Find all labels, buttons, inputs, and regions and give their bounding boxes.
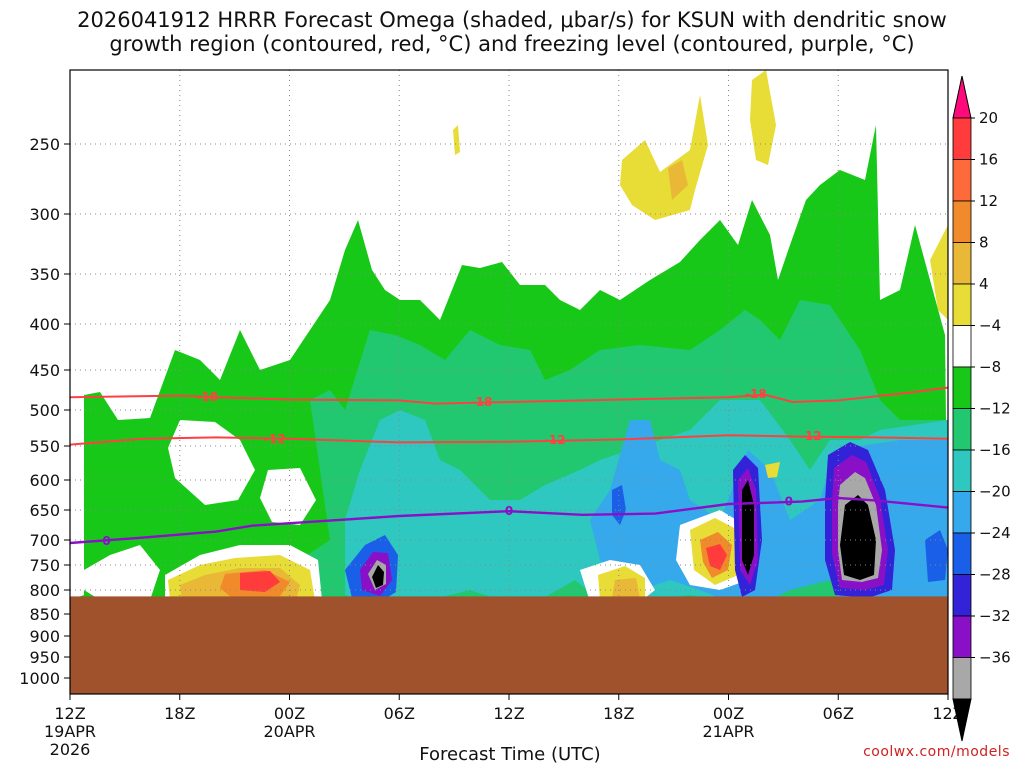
x-tick-date: 19APR <box>44 722 96 741</box>
omega-hole <box>84 545 160 600</box>
omega-fill-plus8 <box>612 578 640 598</box>
contour-label: -12 <box>264 432 286 446</box>
colorbar-swatch <box>952 657 972 700</box>
omega-fill-plus4 <box>750 70 776 165</box>
x-tick-label: 00Z <box>274 704 305 723</box>
contour-lines: -18 -18 -18 -12 -12 -12 0 0 0 <box>69 386 949 548</box>
x-tick-date: 21APR <box>702 722 754 741</box>
colorbar-top-arrow <box>952 75 972 119</box>
y-tick-label: 850 <box>29 605 60 624</box>
terrain-mask <box>70 596 948 694</box>
colorbar-label: −4 <box>979 317 1001 335</box>
y-tick-label: 750 <box>29 556 60 575</box>
omega-fill-plus4 <box>620 95 708 220</box>
omega-fill-plus16 <box>240 571 280 592</box>
x-axis-label: Forecast Time (UTC) <box>419 744 601 765</box>
colorbar-swatch <box>952 574 972 617</box>
omega-fill-plus4 <box>453 125 460 155</box>
colorbar-swatch <box>952 283 972 326</box>
omega-fill-minus36 <box>840 495 876 580</box>
y-tick-label: 300 <box>29 205 60 224</box>
chart-title-line1: 2026041912 HRRR Forecast Omega (shaded, … <box>77 8 947 32</box>
y-axis: 250 300 350 400 450 500 550 600 650 700 750 800 850 9… <box>19 135 70 688</box>
colorbar-swatch <box>952 408 972 451</box>
colorbar-swatch <box>952 159 972 202</box>
y-tick-label: 900 <box>29 627 60 646</box>
y-tick-label: 800 <box>29 581 60 600</box>
omega-fill-plus4 <box>930 225 948 320</box>
colorbar-label: 16 <box>979 151 998 169</box>
contour-zero <box>69 496 949 545</box>
x-tick-label: 18Z <box>603 704 634 723</box>
omega-fill-minus36 <box>372 565 384 588</box>
y-tick-label: 400 <box>29 315 60 334</box>
x-tick-label: 12Z <box>54 704 85 723</box>
colorbar-swatch <box>952 366 972 409</box>
omega-fill-plus4 <box>765 462 780 478</box>
colorbar-swatch <box>952 491 972 534</box>
colorbar-swatch <box>952 242 972 285</box>
contour-label: -18 <box>196 390 218 404</box>
y-tick-label: 700 <box>29 531 60 550</box>
y-tick-label: 650 <box>29 501 60 520</box>
colorbar-swatch <box>952 117 972 160</box>
contour-label: -18 <box>471 395 493 409</box>
colorbar-label: −28 <box>979 566 1011 584</box>
colorbar-label: 4 <box>979 275 989 293</box>
omega-fill-plus16 <box>706 544 727 570</box>
colorbar-label: 20 <box>979 109 998 127</box>
colorbar-swatch <box>952 449 972 492</box>
colorbar-swatch <box>952 532 972 575</box>
x-tick-year: 2026 <box>50 740 91 759</box>
y-tick-label: 250 <box>29 135 60 154</box>
contour-minus12 <box>69 434 949 446</box>
omega-hole <box>168 420 255 505</box>
contour-label: -12 <box>800 429 822 443</box>
colorbar-bottom-arrow <box>952 698 972 742</box>
omega-hole <box>260 468 316 525</box>
colorbar-label: −32 <box>979 607 1011 625</box>
contour-label: -18 <box>745 387 767 401</box>
credit-text: coolwx.com/models <box>863 744 1010 760</box>
x-tick-label: 06Z <box>384 704 415 723</box>
y-tick-label: 950 <box>29 648 60 667</box>
colorbar-label: −16 <box>979 441 1011 459</box>
colorbar-label: −24 <box>979 524 1011 542</box>
colorbar-label: −12 <box>979 400 1011 418</box>
colorbar-swatch <box>952 615 972 658</box>
colorbar: 20 16 12 8 4 −4 −8 −12 −16 −20 −24 −28 −32 −36 <box>952 75 1011 742</box>
omega-fill-minus20 <box>925 530 948 582</box>
colorbar-label: 8 <box>979 234 989 252</box>
x-tick-label: 18Z <box>164 704 195 723</box>
y-tick-label: 600 <box>29 471 60 490</box>
y-tick-label: 550 <box>29 437 60 456</box>
colorbar-label: −36 <box>979 649 1011 667</box>
colorbar-swatch <box>952 200 972 243</box>
omega-fill-plus8 <box>668 160 688 200</box>
x-tick-date: 20APR <box>263 722 315 741</box>
contour-label: 0 <box>102 534 110 548</box>
contour-label: 0 <box>785 495 793 509</box>
colorbar-label: 12 <box>979 192 998 210</box>
y-tick-label: 1000 <box>19 669 60 688</box>
contour-minus18 <box>69 386 949 405</box>
colorbar-label: −8 <box>979 358 1001 376</box>
colorbar-label: −20 <box>979 483 1011 501</box>
contour-label: 0 <box>505 504 513 518</box>
y-tick-label: 450 <box>29 361 60 380</box>
x-tick-label: 06Z <box>823 704 854 723</box>
contour-label: -12 <box>544 433 566 447</box>
x-tick-label: 00Z <box>713 704 744 723</box>
x-tick-label: 12Z <box>493 704 524 723</box>
y-tick-label: 500 <box>29 401 60 420</box>
colorbar-swatch <box>952 325 972 368</box>
chart-title-line2: growth region (contoured, red, °C) and f… <box>109 32 915 56</box>
y-tick-label: 350 <box>29 265 60 284</box>
